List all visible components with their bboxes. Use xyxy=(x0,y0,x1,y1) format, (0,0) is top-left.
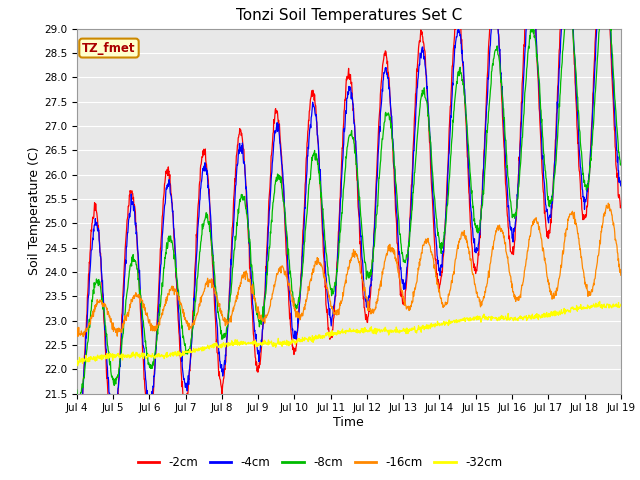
Y-axis label: Soil Temperature (C): Soil Temperature (C) xyxy=(28,147,41,276)
Text: TZ_fmet: TZ_fmet xyxy=(82,42,136,55)
Title: Tonzi Soil Temperatures Set C: Tonzi Soil Temperatures Set C xyxy=(236,9,462,24)
Legend: -2cm, -4cm, -8cm, -16cm, -32cm: -2cm, -4cm, -8cm, -16cm, -32cm xyxy=(133,452,507,474)
X-axis label: Time: Time xyxy=(333,416,364,429)
